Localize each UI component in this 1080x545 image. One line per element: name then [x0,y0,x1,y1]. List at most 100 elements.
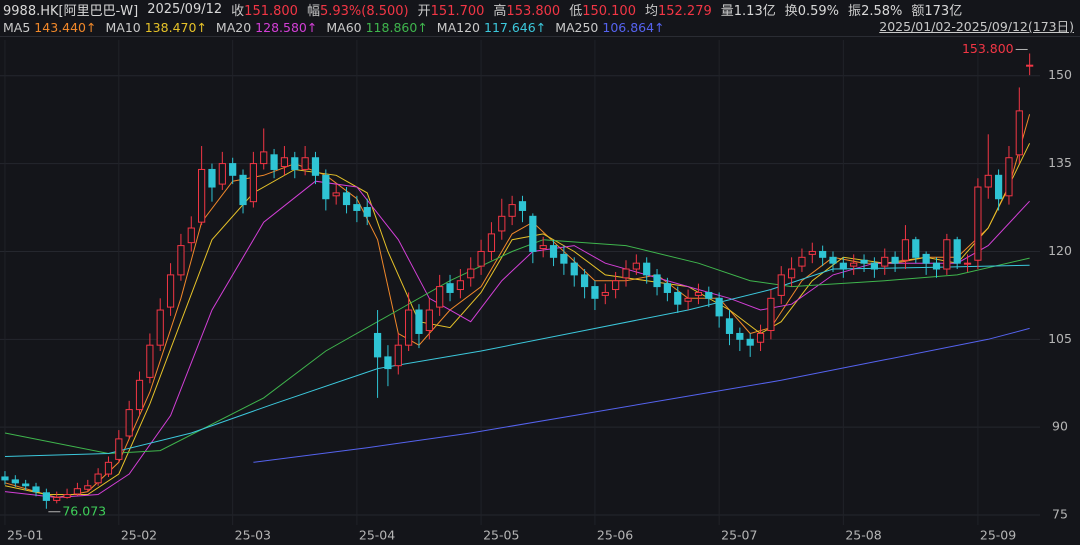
quote-item: 低150.100 [569,0,636,19]
quote-label: 额 [911,3,925,19]
legend-name: MA5 [3,19,31,35]
candle-body [177,245,185,276]
candle-body [353,204,361,211]
candle-body [63,494,71,498]
candle-body [198,168,206,223]
x-tick-label: 25-09 [980,528,1016,543]
candle-body [1,476,9,481]
candle-body [487,233,496,252]
high-label: 153.800 [962,41,1014,56]
quote-item: 量1.13亿 [721,0,776,19]
candle-body [819,250,827,258]
quote-label: 幅 [306,3,320,19]
candle-body [425,309,433,332]
candle-body [291,157,299,170]
x-tick-label: 25-02 [121,528,157,543]
candle-body [622,268,630,279]
ma-line [4,239,1030,455]
candle-body [549,245,558,258]
candle-body [508,204,516,217]
candle-body [311,157,320,176]
candle-body [146,344,154,378]
candle-body [756,332,765,343]
legend-item[interactable]: MA250 106.864↑ [555,20,664,35]
candle-body [94,473,102,484]
legend-arrow: ↑ [654,19,665,35]
candle-body [787,268,796,279]
range-label[interactable]: 2025/01/02-2025/09/12(173日) [879,19,1074,34]
quote-header: 9988.HK[阿里巴巴-W] 2025/09/12 收151.800 幅5.93… [3,0,963,19]
legend-value: 128.580 [255,19,307,35]
quote-value: 150.100 [582,3,636,19]
candle-body [42,492,50,501]
candle-body [891,256,899,264]
candle-body [663,283,671,293]
candle-body [125,409,133,437]
candle-body [715,297,723,317]
legend-item[interactable]: MA5 143.440↑ [3,20,96,35]
candle-body [467,268,475,279]
quote-label: 振 [848,3,862,19]
candle-body [539,245,547,250]
legend-arrow: ↑ [86,19,97,35]
candle-body [446,283,454,293]
candle-body [653,274,661,288]
ma-line [4,114,1031,499]
candle-body [850,262,858,267]
x-tick-label: 25-04 [359,528,395,543]
candle-body [560,253,568,264]
quote-value: 2.58% [861,3,903,19]
candle-body [963,262,972,265]
candle-body [777,274,785,296]
candle-body [498,215,506,232]
quote-value: 152.279 [657,3,712,19]
candle-body [104,461,113,475]
legend-value: 117.646 [484,19,536,35]
legend-item[interactable]: MA20 128.580↑ [216,20,317,35]
x-tick-label: 25-01 [7,528,43,543]
candle-body [808,250,816,255]
candle-body [436,286,444,308]
candle-body [53,496,61,501]
candle-body [591,286,599,299]
quote-item: 高153.800 [493,0,560,19]
candle-body [135,379,144,411]
candle-body [260,151,268,165]
candle-body [415,309,423,334]
candle-body [208,168,216,188]
candle-body [943,239,951,270]
candle-body [518,201,527,211]
legend-arrow: ↑ [417,19,428,35]
candle-body [932,262,941,270]
quote-value: 0.59% [797,3,840,19]
candle-body [580,274,589,288]
candle-body [456,280,464,291]
quote-label: 换 [784,3,798,19]
ma-line [4,264,1030,457]
ma-line [253,327,1030,463]
date: 2025/09/12 [147,1,223,17]
candle-body [394,344,402,367]
legend-item[interactable]: MA10 138.470↑ [105,20,206,35]
candle-body [881,256,889,267]
legend-item[interactable]: MA60 118.860↑ [326,20,427,35]
y-tick-label: 150 [1048,67,1072,82]
candle-body [912,239,920,258]
y-tick-label: 105 [1048,331,1072,346]
candle-body [632,262,640,270]
x-tick-label: 25-05 [483,528,519,543]
candle-body [249,163,257,203]
candle-body [239,174,247,206]
candle-body [477,250,485,267]
legend-value: 138.470 [144,19,197,35]
quote-label: 收 [231,3,245,19]
quote-label: 量 [720,3,734,19]
candle-body [229,163,237,176]
quote-item: 振2.58% [848,0,902,19]
candle-body [280,157,289,168]
legend-value: 143.440 [34,19,86,35]
quote-value: 173亿 [924,3,963,19]
legend-item[interactable]: MA120 117.646↑ [437,20,546,35]
y-tick-label: 90 [1052,419,1068,434]
